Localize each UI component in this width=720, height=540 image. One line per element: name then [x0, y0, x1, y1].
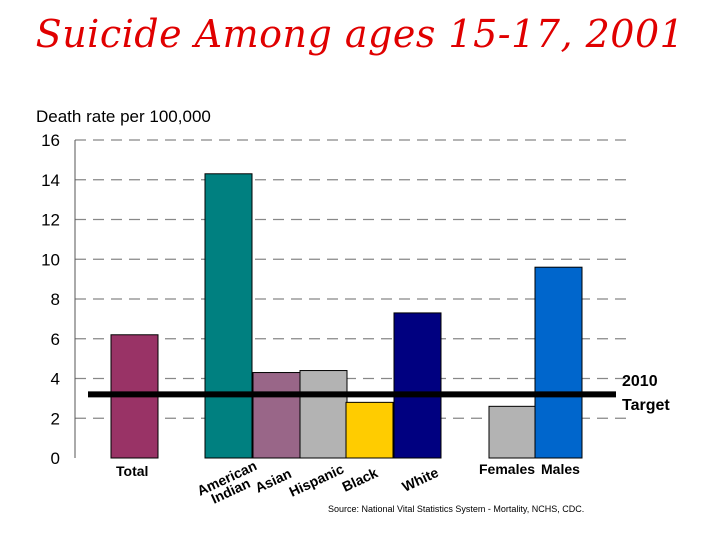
- y-tick-label: 6: [51, 330, 60, 349]
- bar: [488, 405, 537, 459]
- y-axis-title: Death rate per 100,000: [36, 107, 211, 126]
- bar: [204, 173, 253, 459]
- category-label: Males: [541, 461, 580, 477]
- y-tick-label: 14: [41, 171, 60, 190]
- bar: [345, 401, 394, 459]
- bar: [252, 372, 301, 459]
- y-tick-label: 0: [51, 449, 60, 468]
- y-tick-label: 4: [51, 370, 60, 389]
- bar: [534, 266, 583, 459]
- category-label: Asian: [253, 465, 294, 496]
- source-note: Source: National Vital Statistics System…: [328, 504, 584, 514]
- category-label: Total: [116, 463, 148, 479]
- y-tick-label: 8: [51, 290, 60, 309]
- target-label: Target: [622, 397, 670, 414]
- slide-title: Suicide Among ages 15-17, 2001: [35, 12, 685, 56]
- y-tick-label: 16: [41, 131, 60, 150]
- bar: [393, 312, 442, 459]
- category-label: Black: [340, 464, 381, 494]
- category-label: Hispanic: [287, 460, 347, 499]
- target-label: 2010: [622, 373, 658, 390]
- category-label: Females: [479, 461, 535, 477]
- y-tick-label: 2: [51, 409, 60, 428]
- y-tick-label: 12: [41, 211, 60, 230]
- category-label: White: [400, 464, 441, 495]
- bar: [299, 370, 348, 459]
- y-tick-label: 10: [41, 250, 60, 269]
